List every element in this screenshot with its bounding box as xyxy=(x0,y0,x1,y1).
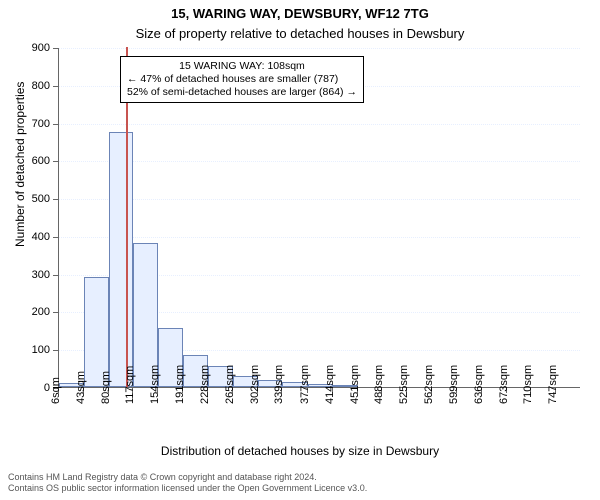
ytick-label: 300 xyxy=(10,269,50,281)
ytick-mark xyxy=(53,86,58,87)
ytick-label: 900 xyxy=(10,42,50,54)
gridline xyxy=(59,124,580,125)
footer-line: Contains OS public sector information li… xyxy=(8,483,367,494)
annotation-line: 52% of semi-detached houses are larger (… xyxy=(127,86,357,99)
ytick-mark xyxy=(53,350,58,351)
ytick-mark xyxy=(53,199,58,200)
x-axis-label: Distribution of detached houses by size … xyxy=(0,444,600,458)
footer: Contains HM Land Registry data © Crown c… xyxy=(8,472,367,494)
gridline xyxy=(59,237,580,238)
page-title: 15, WARING WAY, DEWSBURY, WF12 7TG xyxy=(0,6,600,21)
ytick-mark xyxy=(53,48,58,49)
footer-line: Contains HM Land Registry data © Crown c… xyxy=(8,472,367,483)
annotation-box: 15 WARING WAY: 108sqm← 47% of detached h… xyxy=(120,56,364,103)
ytick-mark xyxy=(53,124,58,125)
annotation-line: 15 WARING WAY: 108sqm xyxy=(127,60,357,73)
annotation-line: ← 47% of detached houses are smaller (78… xyxy=(127,73,357,86)
ytick-mark xyxy=(53,312,58,313)
ytick-mark xyxy=(53,161,58,162)
gridline xyxy=(59,161,580,162)
gridline xyxy=(59,199,580,200)
ytick-label: 200 xyxy=(10,306,50,318)
ytick-mark xyxy=(53,275,58,276)
ytick-mark xyxy=(53,237,58,238)
ytick-label: 0 xyxy=(10,382,50,394)
page-subtitle: Size of property relative to detached ho… xyxy=(0,26,600,41)
y-axis-label: Number of detached properties xyxy=(13,187,27,247)
ytick-label: 100 xyxy=(10,344,50,356)
gridline xyxy=(59,48,580,49)
histogram-bar xyxy=(109,132,134,387)
